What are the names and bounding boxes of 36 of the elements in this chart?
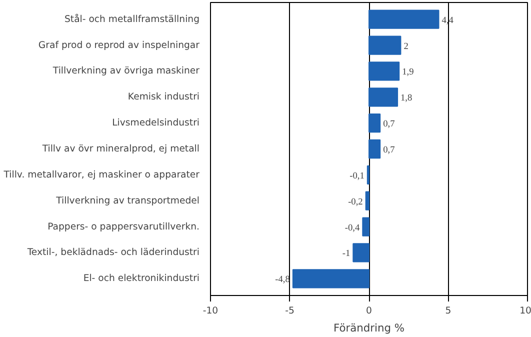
bar: [368, 36, 402, 55]
bar: [292, 269, 370, 288]
bar: [352, 243, 370, 262]
x-tick-label: 0: [366, 306, 372, 316]
y-tick-label: Stål- och metallframställning: [64, 12, 200, 25]
y-tick-label: Kemisk industri: [128, 92, 200, 103]
data-label: -0,1: [350, 171, 365, 182]
x-tick-label: 10: [520, 306, 531, 316]
bar: [368, 113, 381, 133]
bar: [368, 88, 398, 107]
data-label: 2: [404, 42, 409, 52]
x-tick-label: 5: [445, 306, 452, 316]
y-tick-label: Tillverkning av transportmedel: [55, 195, 200, 206]
bar: [368, 10, 440, 29]
y-tick-label: Textil-, beklädnads- och läderindustri: [26, 247, 200, 258]
x-tick-label: -10: [202, 306, 218, 316]
x-axis-title: Förändring %: [333, 322, 405, 334]
data-label: -1: [342, 249, 350, 260]
y-tick-label: Graf prod o reprod av inspelningar: [38, 40, 200, 51]
y-tick-label: El- och elektronikindustri: [83, 273, 200, 284]
x-tick-label: -5: [285, 306, 294, 316]
data-label: 0,7: [383, 120, 396, 130]
y-tick-label: Pappers- o pappersvarutillverkn.: [48, 221, 200, 232]
bar: [368, 139, 381, 159]
data-label: 1,9: [402, 68, 414, 78]
y-tick-label: Livsmedelsindustri: [112, 118, 200, 129]
bar: [365, 191, 370, 210]
y-tick-label: Tillverkning av övriga maskiner: [52, 66, 200, 77]
y-tick-label: Tillv. metallvaror, ej maskiner o apparater: [2, 169, 200, 180]
bar: [368, 62, 400, 81]
data-label: -0,4: [344, 223, 360, 234]
data-label: 1,8: [400, 94, 413, 104]
data-label: 0,7: [383, 146, 396, 156]
bar: [362, 217, 370, 236]
data-label: -0,2: [348, 197, 364, 208]
y-tick-label: Tillv av övr mineralprod, ej metall: [41, 144, 200, 154]
